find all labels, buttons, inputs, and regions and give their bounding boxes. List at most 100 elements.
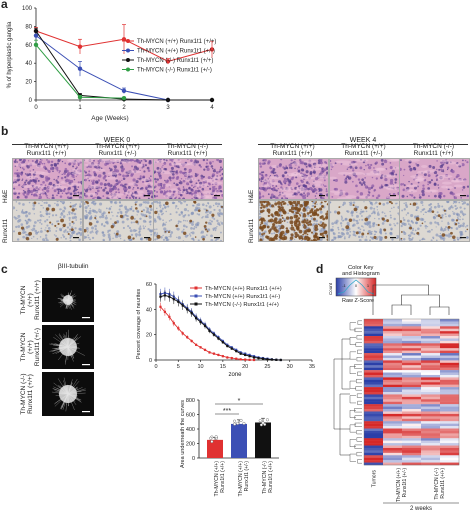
heatmap-cell [421,423,441,427]
heatmap-cell [364,365,384,368]
heatmap-cell [364,355,384,359]
heatmap-cell [364,326,384,329]
heatmap-cell [383,438,403,441]
heatmap-cell [402,418,422,422]
panel-a-ytick-label: 40 [25,61,32,67]
panel-c-xtick-label: 10 [198,364,204,370]
panel-c-point [199,320,202,324]
panel-c-point [239,358,242,361]
heatmap-cell [383,392,403,395]
row-dendrogram-branch [349,424,356,433]
heatmap-cell [440,457,460,461]
heatmap-cell [440,416,460,419]
heatmap-cell [383,406,403,410]
heatmap-cell [421,321,441,325]
heatmap-cell [364,345,384,349]
heatmap-cell [402,377,422,381]
panel-a-point [165,59,171,64]
heatmap-cell [402,382,422,385]
panel-a-ytick-label: 80 [25,24,32,30]
panel-c-xtick-label: 15 [220,364,226,370]
panel-letter-c: c [1,262,8,276]
heatmap-cell [402,438,422,441]
heatmap-cell [364,387,384,390]
scale-bar [319,195,325,197]
heatmap-cell [383,321,403,325]
heatmap-cell [383,377,403,381]
heatmap-cell [402,374,422,378]
heatmap-cell [383,350,403,354]
scale-bar [390,195,396,197]
heatmap-cell [402,406,422,410]
heatmap-cell [440,338,460,342]
heatmap-cell [440,423,460,427]
bar-xtick-label-line: Th-MYCN (+/+) [214,461,220,497]
panel-c-point [177,327,180,330]
panel-c-point [235,350,238,353]
heatmap-cell [364,394,384,398]
heatmap-cell [383,362,403,366]
bar-xtick-label-line: Runx1t1 (+/+) [268,461,274,493]
heatmap-cell [440,350,460,354]
heatmap-cell [383,353,403,356]
column-dendrogram-branch [372,284,429,315]
heatmap-cell [383,428,403,432]
heatmap-cell [402,394,422,398]
panel-c-legend-marker [194,286,198,290]
bar-sig-label: * [238,398,241,405]
heatmap-cell [364,433,384,436]
bar-xtick-label: Th-MYCN (+/+) Runx1t1 (+/+) [214,461,226,497]
color-key-tick: 0 [355,283,358,288]
runx1t1-ihc-image [258,200,329,242]
panel-c-xtick-label: 5 [177,364,180,370]
scale-bar [82,411,90,413]
panel-a-chart: 0 20 40 60 80 100 0 1 2 3 4 Th-MYCN (+/+) Runx1t1 … [7,6,216,122]
heatmap-cell [383,426,403,429]
heatmap-cell [402,340,422,344]
heatmap-cell [364,392,384,395]
heatmap-cell [383,326,403,329]
panel-b-row-label: Runx1t1 [248,218,255,243]
panel-c-point [195,343,198,346]
bar-xtick-label-line: Runx1t1 (+/-) [244,461,250,492]
beta-tubulin-image [42,325,94,369]
panel-b-column-header: Th-MYCN (+/+) Runx1t1 (+/+) [24,143,69,157]
heatmap-cell [440,345,460,349]
heatmap-cell [402,409,422,412]
heatmap-cell [421,401,441,405]
panel-c-point [226,343,229,346]
panel-a-xtick-label: 2 [122,105,126,111]
panel-c-point [230,347,233,350]
heatmap-cell [364,452,384,456]
heatmap-cell [421,345,441,349]
panel-a-point [33,33,39,38]
panel-c-legend-marker [194,302,198,306]
panel-c-point [252,358,256,362]
heatmap-col-label-line: Th-MYCN (-/-) [434,468,440,500]
heatmap-cell [383,338,403,342]
color-key-title-line2: and Histogram [342,271,380,277]
heatmap-cell [383,365,403,368]
heatmap-cell [364,374,384,378]
row-dendrogram-branch [349,395,356,404]
panel-a-xtick-label: 1 [78,105,82,111]
panel-c-point [208,329,211,332]
panel-a-legend-label: Th-MYCN (+/+) Runx1t1 (+/+) [137,39,216,45]
heatmap-cell [402,435,422,439]
heatmap-cell [402,455,422,458]
heatmap-cell [440,452,460,456]
panel-c-point [190,312,193,315]
panel-b-row-label: Runx1t1 [2,218,9,243]
heatmap-cell [383,357,403,361]
panel-c-legend-label: Th-MYCN (-/-) Runx1t1 (+/+) [205,302,279,308]
row-dendrogram-branch [356,430,362,435]
heatmap-cell [440,343,460,346]
heatmap-cell [402,411,422,415]
heatmap-cell [402,365,422,368]
heatmap-cell [383,319,403,322]
heatmap-cell [421,399,441,402]
bar-datapoint [210,440,214,444]
heatmap-cell [421,323,441,327]
bar-datapoint [261,421,265,425]
